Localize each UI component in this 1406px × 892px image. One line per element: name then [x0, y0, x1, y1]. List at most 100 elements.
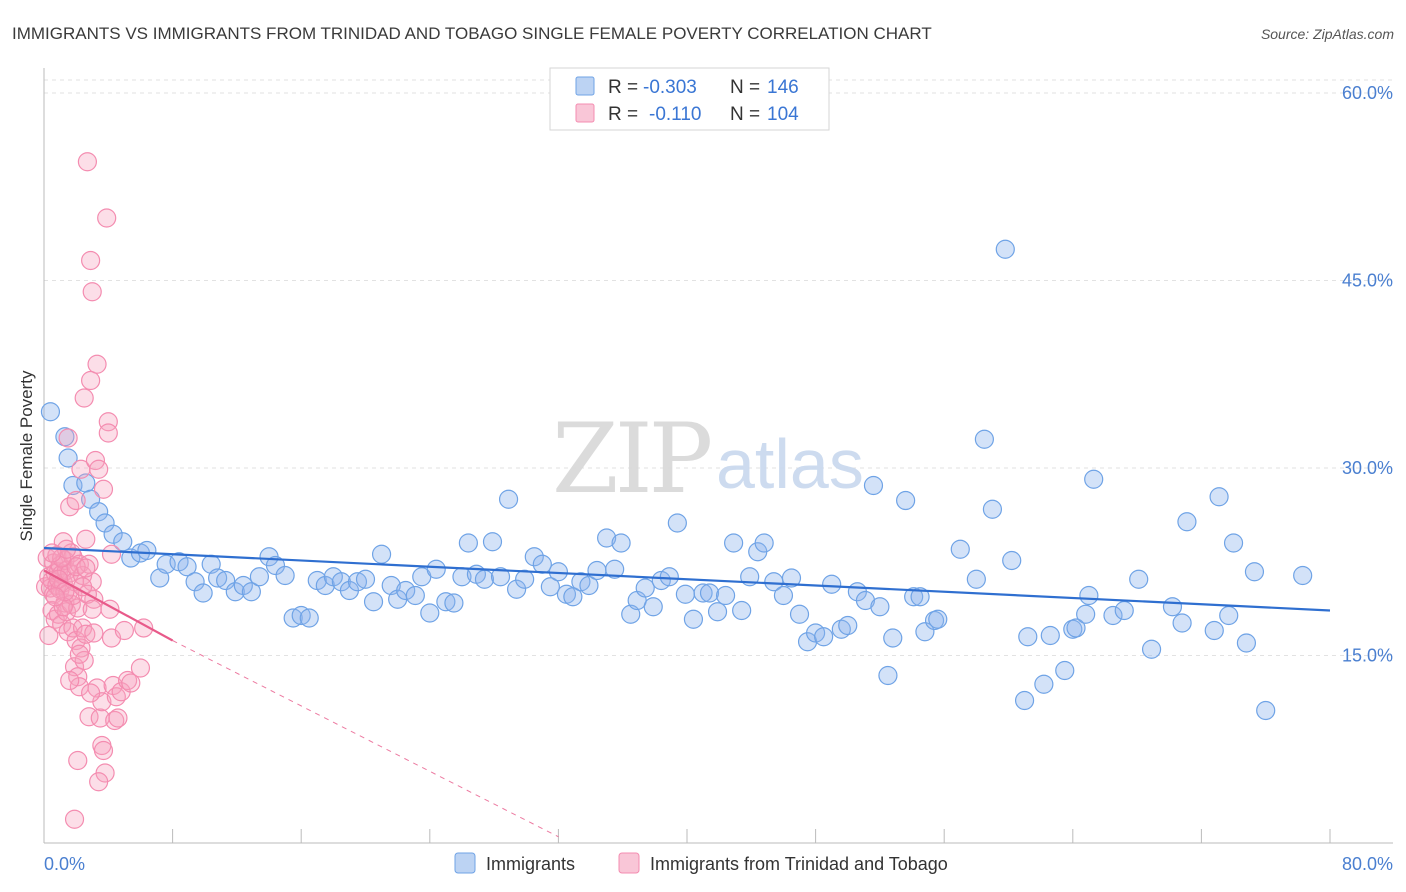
x-tick-label-min: 0.0%: [44, 854, 85, 874]
data-point: [101, 544, 122, 564]
data-point: [105, 710, 125, 731]
data-point: [371, 544, 392, 564]
data-point: [974, 429, 994, 449]
data-point: [69, 644, 89, 664]
data-point: [773, 585, 794, 606]
data-point: [966, 569, 986, 589]
data-point: [68, 598, 88, 618]
legend-swatch-immigrants: [575, 76, 595, 96]
watermark-zip: ZIP: [552, 403, 711, 515]
data-point: [732, 600, 752, 621]
data-point: [515, 569, 535, 589]
data-point: [436, 592, 456, 612]
data-point: [420, 603, 440, 623]
data-point: [299, 608, 319, 628]
data-point: [89, 502, 109, 522]
grid-lines: [44, 79, 1393, 656]
data-point: [896, 490, 916, 511]
data-point: [482, 532, 503, 552]
data-point: [789, 604, 810, 624]
data-point: [82, 599, 102, 619]
legend-n-label-immigrants: N =: [730, 77, 760, 98]
data-point: [97, 208, 117, 228]
data-point: [42, 543, 62, 563]
data-point: [137, 540, 157, 561]
x-tick-label-max: 80.0%: [1342, 854, 1393, 874]
data-point: [405, 585, 425, 606]
data-point: [507, 579, 527, 599]
data-point: [693, 583, 713, 603]
data-point: [58, 448, 78, 468]
data-point: [66, 557, 86, 577]
data-point: [924, 610, 945, 631]
data-point: [863, 475, 884, 496]
data-point: [87, 354, 107, 374]
data-point: [928, 609, 948, 629]
bottom-legend-swatch-trinidad: [618, 852, 640, 874]
data-point: [1103, 605, 1123, 626]
stats-legend-box: [549, 67, 830, 131]
data-point: [76, 529, 96, 549]
data-point: [855, 590, 876, 611]
stats-legend: R = -0.303 N = 146 R = -0.110 N = 104: [549, 67, 830, 131]
data-point: [1002, 550, 1022, 571]
data-point: [81, 683, 101, 703]
data-point: [40, 402, 61, 422]
data-point: [241, 582, 261, 602]
data-point: [81, 250, 101, 271]
data-point: [1244, 562, 1265, 582]
data-point: [265, 555, 286, 576]
legend-swatch-trinidad: [575, 103, 595, 123]
data-point: [1293, 565, 1313, 586]
chart-source: Source: ZipAtlas.com: [1261, 26, 1394, 42]
data-point: [1066, 618, 1086, 638]
trend-line-trinidad: [43, 569, 174, 642]
y-tick-label: 60.0%: [1342, 83, 1393, 103]
data-point: [208, 568, 228, 588]
data-point: [1204, 620, 1224, 641]
data-point: [355, 569, 376, 589]
data-point: [275, 565, 295, 586]
bottom-legend-label-trinidad: Immigrants from Trinidad and Tobago: [650, 854, 948, 874]
data-point: [117, 670, 138, 691]
data-point: [699, 583, 720, 603]
data-point: [72, 577, 93, 597]
data-point: [76, 624, 96, 644]
series-trinidad-tobago: [36, 152, 154, 829]
data-point: [715, 585, 736, 606]
y-tick-label: 30.0%: [1342, 458, 1393, 478]
data-point: [103, 524, 123, 544]
data-point: [643, 597, 663, 617]
data-point: [89, 459, 109, 479]
data-point: [108, 708, 128, 728]
data-point: [98, 423, 118, 443]
data-point: [82, 282, 102, 302]
chart-title: IMMIGRANTS VS IMMIGRANTS FROM TRINIDAD A…: [12, 24, 932, 43]
data-point: [1223, 533, 1244, 553]
data-point: [55, 427, 75, 447]
data-point: [1177, 512, 1197, 532]
data-point: [870, 597, 890, 617]
data-point: [66, 490, 86, 511]
data-point: [444, 593, 464, 613]
data-point: [363, 592, 384, 612]
y-tick-label: 45.0%: [1342, 271, 1393, 291]
watermark-atlas: atlas: [716, 425, 864, 503]
data-point: [98, 412, 118, 432]
data-point: [426, 559, 446, 579]
data-point: [58, 428, 78, 448]
data-point: [587, 560, 607, 581]
data-point: [532, 554, 552, 574]
data-point: [1236, 633, 1257, 653]
data-point: [1040, 625, 1060, 646]
trend-lines: [43, 546, 1331, 838]
data-point: [1055, 660, 1075, 681]
data-point: [597, 528, 617, 548]
data-point: [781, 568, 802, 588]
y-tick-label: 15.0%: [1342, 646, 1393, 666]
data-point: [878, 665, 898, 686]
data-point: [579, 575, 599, 596]
data-point: [84, 623, 104, 643]
data-point: [283, 608, 303, 628]
data-point: [74, 388, 94, 408]
